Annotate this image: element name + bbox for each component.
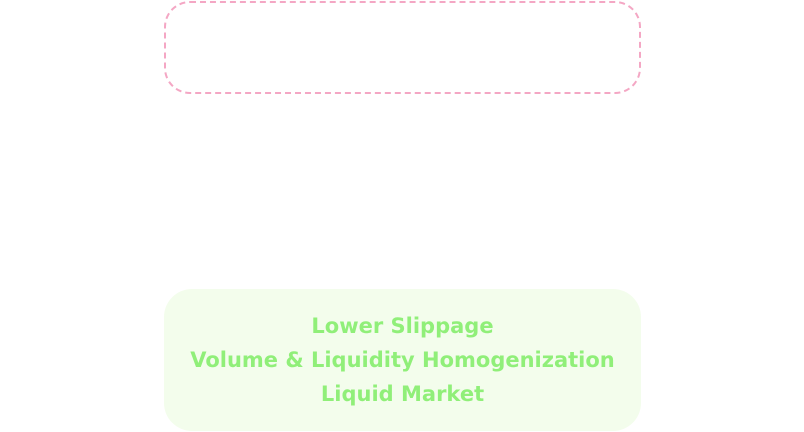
benefit-liquid-market: Liquid Market [320,382,485,406]
benefit-lower-slippage: Lower Slippage [311,314,494,338]
empty-dashed-placeholder-box [164,1,641,94]
benefits-card: Lower Slippage Volume & Liquidity Homoge… [164,289,641,431]
benefit-volume-liquidity-homogenization: Volume & Liquidity Homogenization [190,348,615,372]
